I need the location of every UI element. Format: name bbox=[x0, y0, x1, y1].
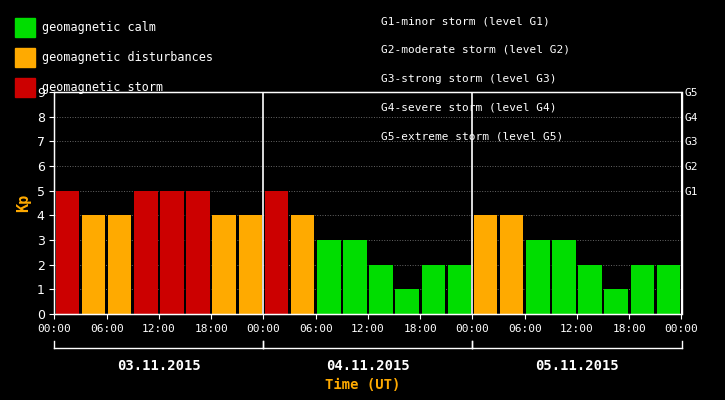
Bar bbox=[526, 240, 550, 314]
Bar bbox=[395, 289, 419, 314]
Text: geomagnetic disturbances: geomagnetic disturbances bbox=[42, 51, 213, 64]
Bar bbox=[447, 265, 471, 314]
Text: G4-severe storm (level G4): G4-severe storm (level G4) bbox=[381, 102, 556, 112]
Bar bbox=[552, 240, 576, 314]
Bar bbox=[239, 215, 262, 314]
Text: 04.11.2015: 04.11.2015 bbox=[326, 359, 410, 373]
Text: geomagnetic storm: geomagnetic storm bbox=[42, 81, 163, 94]
Bar bbox=[421, 265, 445, 314]
Bar bbox=[631, 265, 654, 314]
Bar bbox=[579, 265, 602, 314]
Bar bbox=[343, 240, 367, 314]
Y-axis label: Kp: Kp bbox=[16, 194, 31, 212]
Text: 05.11.2015: 05.11.2015 bbox=[535, 359, 619, 373]
Text: G1-minor storm (level G1): G1-minor storm (level G1) bbox=[381, 16, 550, 26]
Bar bbox=[212, 215, 236, 314]
Bar bbox=[134, 191, 157, 314]
Text: G5-extreme storm (level G5): G5-extreme storm (level G5) bbox=[381, 131, 563, 141]
Text: geomagnetic calm: geomagnetic calm bbox=[42, 21, 156, 34]
Bar bbox=[186, 191, 210, 314]
Bar bbox=[317, 240, 341, 314]
Bar bbox=[369, 265, 393, 314]
Bar bbox=[291, 215, 315, 314]
Bar bbox=[657, 265, 680, 314]
Text: 03.11.2015: 03.11.2015 bbox=[117, 359, 201, 373]
Bar bbox=[500, 215, 523, 314]
Bar bbox=[473, 215, 497, 314]
Bar bbox=[82, 215, 105, 314]
Text: G2-moderate storm (level G2): G2-moderate storm (level G2) bbox=[381, 45, 570, 55]
Bar bbox=[108, 215, 131, 314]
Bar bbox=[56, 191, 79, 314]
Bar bbox=[160, 191, 183, 314]
Bar bbox=[605, 289, 628, 314]
Text: G3-strong storm (level G3): G3-strong storm (level G3) bbox=[381, 74, 556, 84]
Bar bbox=[265, 191, 289, 314]
Text: Time (UT): Time (UT) bbox=[325, 378, 400, 392]
